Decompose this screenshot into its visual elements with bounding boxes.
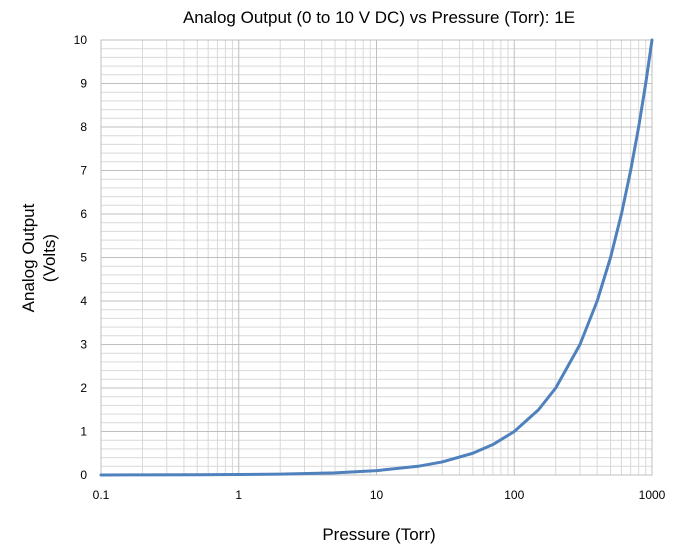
y-tick-label: 1: [80, 425, 87, 439]
x-tick-label: 1: [235, 488, 242, 502]
series-layer: [99, 38, 654, 477]
y-tick-label: 3: [80, 338, 87, 352]
x-tick-labels: 0.1 1 10 100 1000: [93, 488, 666, 502]
y-tick-label: 6: [80, 207, 87, 221]
y-axis-label-group: Analog Output (Volts): [19, 203, 59, 312]
x-tick-label: 10: [370, 488, 384, 502]
y-tick-label: 9: [80, 77, 87, 91]
y-tick-label: 4: [80, 294, 87, 308]
y-tick-labels: 0 1 2 3 4 5 6 7 8 9 10: [74, 33, 88, 482]
x-tick-label: 1000: [639, 488, 666, 502]
chart-title: Analog Output (0 to 10 V DC) vs Pressure…: [183, 8, 575, 27]
y-tick-label: 7: [80, 164, 87, 178]
y-tick-label: 2: [80, 381, 87, 395]
x-axis-label: Pressure (Torr): [322, 525, 435, 544]
series-line: [99, 38, 654, 477]
y-tick-label: 10: [74, 33, 88, 47]
y-tick-label: 0: [80, 468, 87, 482]
x-tick-label: 0.1: [93, 488, 110, 502]
y-tick-label: 8: [80, 120, 87, 134]
x-tick-label: 100: [504, 488, 524, 502]
y-tick-label: 5: [80, 251, 87, 265]
plot-area: [100, 39, 653, 476]
grid: [100, 39, 653, 476]
y-axis-label-line1: Analog Output: [19, 203, 38, 312]
y-axis-label-line2: (Volts): [40, 234, 59, 282]
